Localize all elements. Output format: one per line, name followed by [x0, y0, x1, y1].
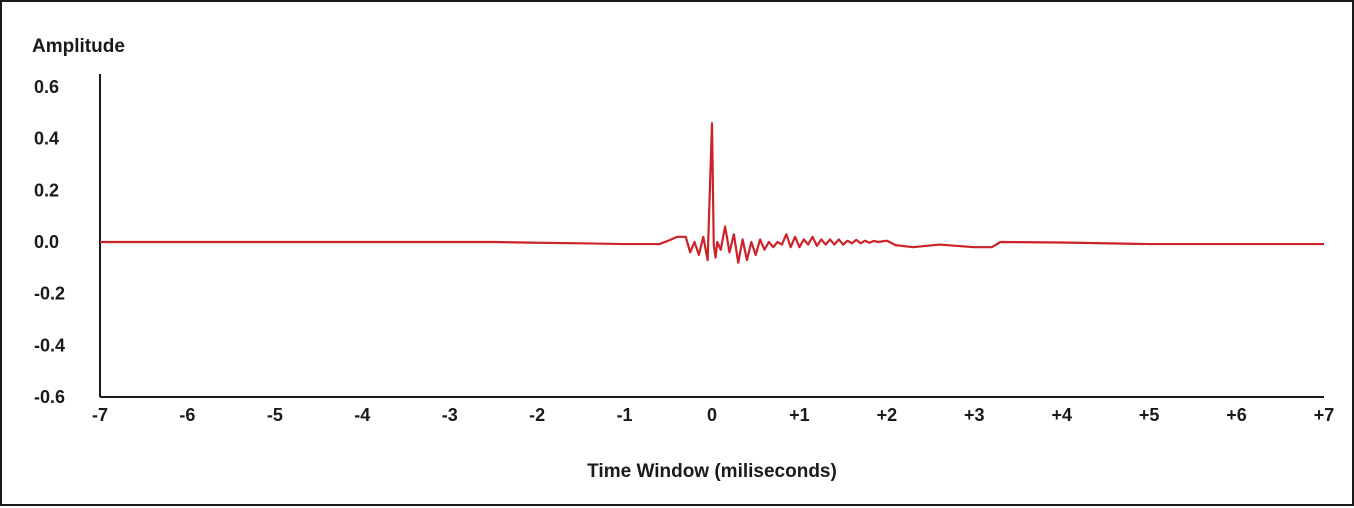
y-axis-label: Amplitude — [32, 36, 125, 57]
x-tick-label: -1 — [617, 405, 633, 425]
x-tick-label: -7 — [92, 405, 108, 425]
series-line — [100, 122, 1324, 264]
y-tick-label: 0.4 — [34, 129, 59, 149]
x-tick-label: -4 — [354, 405, 370, 425]
x-tick-label: +4 — [1051, 405, 1072, 425]
x-tick-label: +7 — [1314, 405, 1335, 425]
y-tick-label: 0.0 — [34, 232, 59, 252]
y-tick-label: 0.6 — [34, 77, 59, 97]
series-layer — [100, 122, 1324, 264]
x-tick-label: -6 — [179, 405, 195, 425]
y-tick-label: -0.6 — [34, 387, 65, 407]
x-tick-labels: -7 -6 -5 -4 -3 -2 -1 0 +1 +2 +3 +4 +5 +6 +7 — [92, 405, 1334, 425]
x-tick-label: -2 — [529, 405, 545, 425]
y-tick-labels: 0.6 0.4 0.2 0.0 -0.2 -0.4 -0.6 — [34, 77, 65, 407]
x-tick-label: +3 — [964, 405, 985, 425]
x-axis-label: Time Window (miliseconds) — [587, 461, 837, 482]
x-tick-label: +5 — [1139, 405, 1160, 425]
x-tick-label: 0 — [707, 405, 717, 425]
y-tick-label: -0.2 — [34, 284, 65, 304]
x-tick-label: -3 — [442, 405, 458, 425]
x-tick-label: +1 — [789, 405, 810, 425]
y-tick-label: -0.4 — [34, 335, 65, 355]
y-tick-label: 0.2 — [34, 180, 59, 200]
x-tick-label: +2 — [877, 405, 898, 425]
x-tick-label: +6 — [1226, 405, 1247, 425]
x-tick-label: -5 — [267, 405, 283, 425]
